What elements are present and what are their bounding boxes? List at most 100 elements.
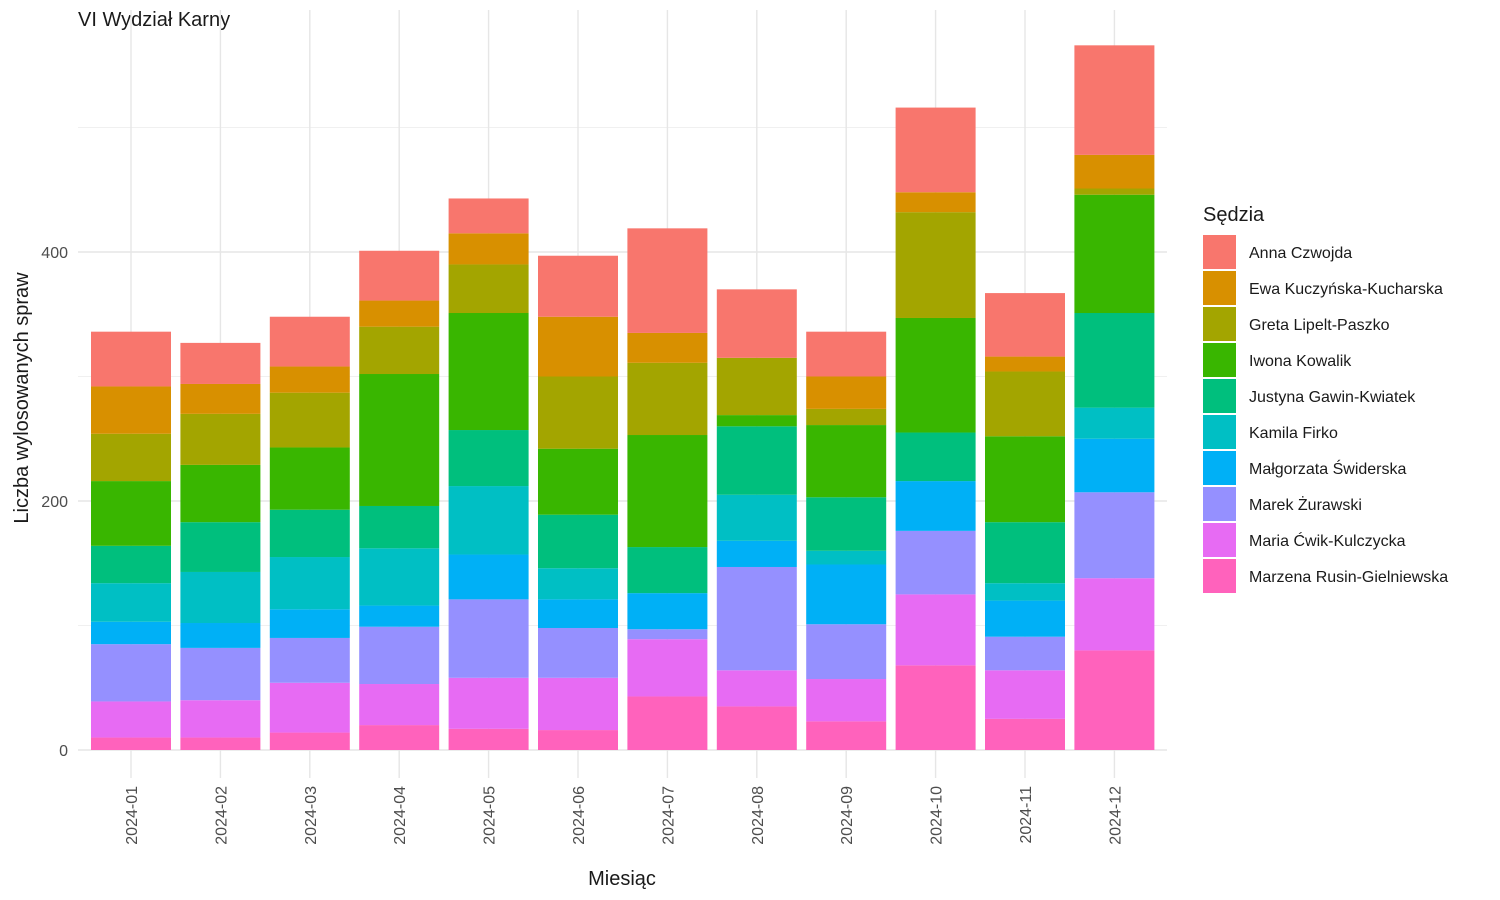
- x-tick-label: 2024-12: [1107, 786, 1124, 845]
- bar-segment: [91, 386, 171, 434]
- x-tick-label: 2024-08: [750, 786, 767, 845]
- bar-segment: [985, 670, 1065, 719]
- bar-segment: [895, 481, 976, 531]
- bar-segment: [448, 430, 529, 487]
- bar-segment: [448, 313, 529, 431]
- bar-segment: [180, 647, 261, 701]
- x-tick-label: 2024-06: [571, 786, 588, 845]
- bar-segment: [806, 376, 887, 409]
- x-axis-title: Miesiąc: [588, 868, 656, 890]
- bar-segment: [627, 228, 708, 333]
- bar-segment: [448, 233, 529, 265]
- x-tick-label: 2024-10: [929, 786, 946, 845]
- bar-segment: [806, 550, 887, 565]
- bar-segment: [895, 317, 976, 433]
- x-tick-label: 2024-01: [124, 786, 141, 845]
- bar-segment: [806, 425, 887, 498]
- bar-segment: [448, 728, 529, 750]
- bar-segment: [180, 700, 261, 738]
- bar-segment: [91, 644, 171, 702]
- bars: [91, 45, 1155, 750]
- legend-label: Małgorzata Świderska: [1249, 459, 1407, 478]
- bar-segment: [448, 677, 529, 729]
- bar-segment: [91, 545, 171, 584]
- bar-segment: [91, 737, 171, 750]
- bar-segment: [895, 107, 976, 193]
- bar-segment: [91, 331, 171, 387]
- bar-segment: [716, 540, 797, 567]
- bar-segment: [269, 557, 350, 610]
- bar-segment: [895, 594, 976, 666]
- bar-segment: [359, 250, 440, 301]
- bar-segment: [269, 392, 350, 448]
- bar-segment: [359, 548, 440, 606]
- legend-label: Marek Żurawski: [1249, 495, 1362, 514]
- bar-segment: [1074, 188, 1155, 195]
- bar-segment: [269, 447, 350, 510]
- legend-swatch: [1203, 307, 1236, 341]
- bar-segment: [627, 593, 708, 630]
- bar-segment: [716, 494, 797, 541]
- bar-segment: [895, 530, 976, 595]
- bar-segment: [538, 448, 618, 515]
- legend-swatch: [1203, 343, 1236, 377]
- bar-segment: [627, 362, 708, 436]
- bar-segment: [1074, 313, 1155, 408]
- legend-swatch: [1203, 487, 1236, 521]
- bar-segment: [359, 605, 440, 627]
- y-tick-label: 400: [41, 245, 68, 262]
- bar-segment: [716, 289, 797, 358]
- bar-segment: [716, 357, 797, 416]
- y-tick-label: 200: [41, 494, 68, 511]
- bar-segment: [985, 356, 1065, 372]
- bar-segment: [448, 554, 529, 600]
- y-axis-ticks: 0 200 400: [41, 245, 68, 760]
- bar-segment: [985, 522, 1065, 584]
- bar-segment: [91, 701, 171, 738]
- legend-label: Ewa Kuczyńska-Kucharska: [1249, 281, 1443, 298]
- bar-segment: [627, 435, 708, 548]
- legend-swatch: [1203, 415, 1236, 449]
- bar-segment: [269, 316, 350, 367]
- bar-segment: [1074, 438, 1155, 493]
- bar-segment: [627, 629, 708, 640]
- bar-segment: [985, 600, 1065, 637]
- x-tick-label: 2024-07: [660, 786, 677, 845]
- bar-segment: [627, 639, 708, 697]
- bar-segment: [1074, 194, 1155, 314]
- bar-segment: [269, 682, 350, 733]
- legend-label: Iwona Kowalik: [1249, 353, 1352, 370]
- legend-swatch: [1203, 379, 1236, 413]
- bar-segment: [91, 583, 171, 622]
- bar-segment: [627, 332, 708, 363]
- bar-segment: [806, 564, 887, 625]
- bar-segment: [1074, 650, 1155, 750]
- bar-segment: [1074, 154, 1155, 189]
- x-tick-label: 2024-11: [1018, 786, 1035, 844]
- bar-segment: [985, 718, 1065, 750]
- bar-segment: [91, 481, 171, 546]
- bar-segment: [538, 568, 618, 600]
- x-tick-label: 2024-03: [303, 786, 320, 845]
- bar-segment: [806, 331, 887, 377]
- bar-segment: [448, 264, 529, 314]
- legend-label: Greta Lipelt-Paszko: [1249, 317, 1390, 334]
- bar-segment: [359, 326, 440, 375]
- bar-segment: [180, 737, 261, 750]
- x-axis-ticks: 2024-01 2024-02 2024-03 2024-04 2024-05 2024-…: [124, 786, 1124, 845]
- bar-segment: [448, 486, 529, 555]
- bar-segment: [180, 342, 261, 384]
- bar-segment: [538, 627, 618, 678]
- bar-segment: [180, 522, 261, 572]
- y-tick-label: 0: [59, 743, 68, 760]
- bar-segment: [895, 192, 976, 213]
- legend-swatch: [1203, 559, 1236, 593]
- bar-segment: [91, 433, 171, 482]
- bar-segment: [180, 383, 261, 414]
- bar-segment: [1074, 578, 1155, 651]
- bar-segment: [895, 665, 976, 750]
- legend-label: Marzena Rusin-Gielniewska: [1249, 569, 1448, 586]
- bar-segment: [180, 571, 261, 624]
- bar-segment: [716, 706, 797, 750]
